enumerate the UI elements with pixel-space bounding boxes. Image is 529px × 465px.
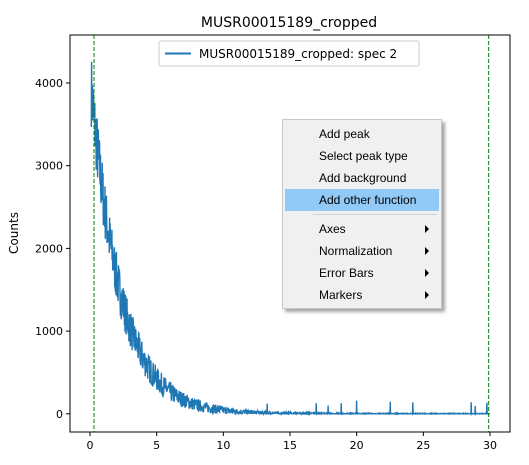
x-tick-label: 10 [216, 439, 230, 452]
menu-item-label: Axes [319, 222, 346, 236]
y-tick-label: 4000 [35, 77, 63, 90]
x-tick-label: 20 [350, 439, 364, 452]
x-tick-label: 15 [283, 439, 297, 452]
submenu-arrow-icon [425, 269, 429, 277]
context-menu[interactable]: Add peak Select peak type Add background Ad… [282, 119, 442, 309]
menu-item-markers[interactable]: Markers [285, 284, 439, 306]
y-tick-label: 1000 [35, 325, 63, 338]
x-tick-label: 25 [416, 439, 430, 452]
legend[interactable]: MUSR00015189_cropped: spec 2 [158, 40, 420, 67]
menu-item-label: Add background [319, 171, 407, 185]
menu-item-label: Markers [319, 288, 363, 302]
menu-item-add-peak[interactable]: Add peak [285, 123, 439, 145]
menu-item-label: Add peak [319, 127, 370, 141]
submenu-arrow-icon [425, 225, 429, 233]
menu-item-error-bars[interactable]: Error Bars [285, 262, 439, 284]
y-tick-label: 3000 [35, 160, 63, 173]
chart-title: MUSR00015189_cropped [201, 15, 377, 31]
menu-item-normalization[interactable]: Normalization [285, 240, 439, 262]
x-tick-label: 30 [483, 439, 497, 452]
menu-item-add-background[interactable]: Add background [285, 167, 439, 189]
y-axis-label: Counts [7, 212, 21, 254]
menu-item-select-peak-type[interactable]: Select peak type [285, 145, 439, 167]
x-tick-label: 5 [153, 439, 160, 452]
legend-entry-label: MUSR00015189_cropped: spec 2 [199, 47, 397, 61]
legend-box [158, 40, 420, 67]
menu-item-add-other-function[interactable]: Add other function [285, 189, 439, 211]
series-line-spec-2 [90, 61, 491, 417]
y-tick-label: 2000 [35, 242, 63, 255]
menu-item-label: Error Bars [319, 266, 374, 280]
menu-item-label: Select peak type [319, 149, 408, 163]
y-tick-label: 0 [56, 408, 63, 421]
menu-item-label: Add other function [319, 193, 417, 207]
submenu-arrow-icon [425, 247, 429, 255]
submenu-arrow-icon [425, 291, 429, 299]
menu-item-label: Normalization [319, 244, 393, 258]
menu-separator [313, 214, 437, 215]
menu-item-axes[interactable]: Axes [285, 218, 439, 240]
x-tick-label: 0 [87, 439, 94, 452]
